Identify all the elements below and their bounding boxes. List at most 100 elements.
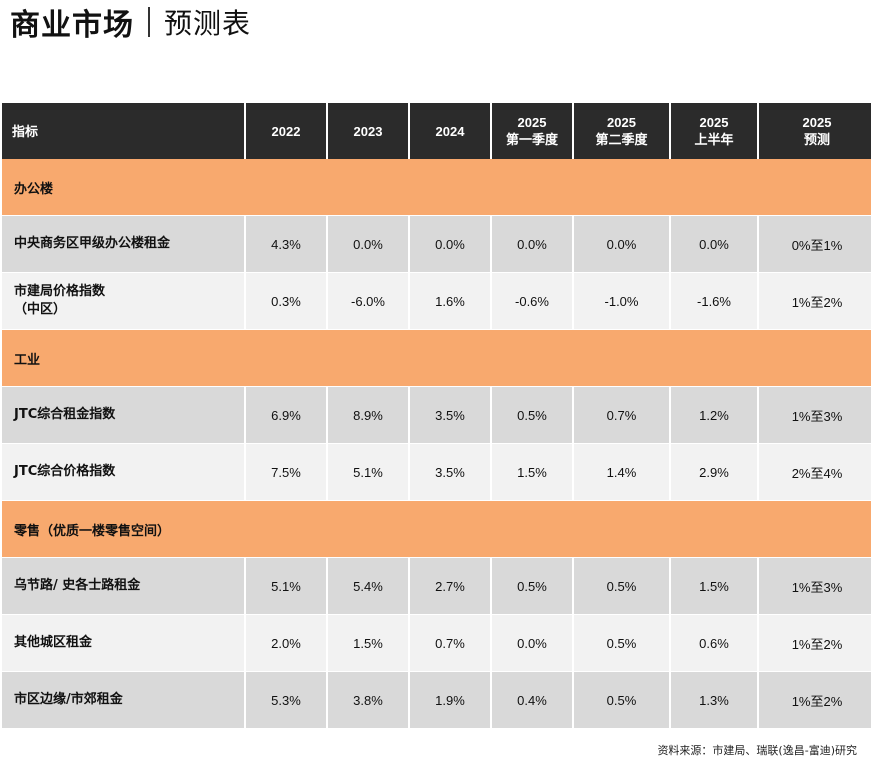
row-label-line: 市建局价格指数 <box>14 284 106 299</box>
table-cell: 1.5% <box>328 615 408 671</box>
row-label: 市建局价格指数 （中区） <box>2 273 244 329</box>
column-header: 2022 <box>246 103 326 159</box>
table-cell: -6.0% <box>328 273 408 329</box>
source-note: 资料来源：市建局、瑞联(逸昌-富迪)研究 <box>657 744 857 757</box>
table-cell: 1.4% <box>574 444 669 500</box>
column-header: 2024 <box>410 103 490 159</box>
column-header-text: 指标 <box>12 123 38 140</box>
column-header-line: 2025 <box>517 115 547 130</box>
table-cell: 1%至2% <box>759 273 871 329</box>
table-cell: 0.0% <box>492 216 572 272</box>
column-header-line: 2023 <box>353 123 383 139</box>
table-cell: 8.9% <box>328 387 408 443</box>
forecast-table: 指标 2022 2023 2024 2025 第一季度 2025 第二季度 2025 上半年 202… <box>2 103 871 729</box>
row-label-line: 市区边缘/市郊租金 <box>14 692 123 707</box>
table-cell: 1.6% <box>410 273 490 329</box>
table-cell: 1.9% <box>410 672 490 728</box>
column-header-line: 第一季度 <box>505 132 558 147</box>
column-header-line: 预测 <box>803 132 830 147</box>
category-row: 工业 <box>2 330 871 386</box>
table-cell: 1.5% <box>671 558 757 614</box>
column-header-line: 2025 <box>699 115 729 130</box>
column-header: 指标 <box>2 103 244 159</box>
category-row: 零售（优质一楼零售空间） <box>2 501 871 557</box>
row-label-line: JTC综合价格指数 <box>14 464 116 479</box>
row-label-line: 乌节路/ 史各士路租金 <box>14 578 141 593</box>
row-label-line: （中区） <box>14 302 67 317</box>
table-cell: 1.2% <box>671 387 757 443</box>
table-cell: 5.1% <box>246 558 326 614</box>
table-cell: 0.7% <box>410 615 490 671</box>
column-header-line: 2024 <box>435 123 465 139</box>
column-header: 2025 预测 <box>759 103 871 159</box>
column-header-text: 2025 第二季度 <box>595 114 647 148</box>
table-cell: 0.5% <box>492 387 572 443</box>
table-cell: 0.5% <box>574 558 669 614</box>
table-cell: 0.5% <box>492 558 572 614</box>
table-cell: 0.6% <box>671 615 757 671</box>
table-cell: 2.0% <box>246 615 326 671</box>
table-cell: 0%至1% <box>759 216 871 272</box>
title-main: 商业市场 <box>10 8 134 43</box>
table-cell: 0.3% <box>246 273 326 329</box>
table-cell: 3.5% <box>410 387 490 443</box>
table-cell: 5.4% <box>328 558 408 614</box>
row-label-line: JTC综合租金指数 <box>14 407 116 422</box>
table-cell: 0.0% <box>328 216 408 272</box>
table-cell: 2.7% <box>410 558 490 614</box>
table-cell: 1%至2% <box>759 672 871 728</box>
table-cell: 0.5% <box>574 672 669 728</box>
row-label-text: 乌节路/ 史各士路租金 <box>14 577 140 595</box>
column-header-line: 2025 <box>802 115 832 130</box>
row-label-text: 市区边缘/市郊租金 <box>14 691 123 709</box>
row-label: 其他城区租金 <box>2 615 244 671</box>
row-label-text: 中央商务区甲级办公楼租金 <box>14 235 170 253</box>
table-cell: 3.8% <box>328 672 408 728</box>
column-header-text: 2025 预测 <box>803 114 832 148</box>
table-cell: 1%至2% <box>759 615 871 671</box>
row-label-text: JTC综合价格指数 <box>14 463 115 481</box>
row-label-text: 市建局价格指数 （中区） <box>14 283 105 319</box>
table-cell: 4.3% <box>246 216 326 272</box>
column-header: 2025 第二季度 <box>574 103 669 159</box>
title-divider <box>148 7 150 37</box>
column-header-text: 2022 <box>272 123 301 140</box>
table-cell: -1.0% <box>574 273 669 329</box>
row-label: 中央商务区甲级办公楼租金 <box>2 216 244 272</box>
column-header-line: 指标 <box>12 123 39 139</box>
column-header-line: 上半年 <box>694 132 734 147</box>
table-cell: 1%至3% <box>759 387 871 443</box>
table-cell: 0.5% <box>574 615 669 671</box>
table-cell: 3.5% <box>410 444 490 500</box>
row-label-line: 其他城区租金 <box>14 635 93 650</box>
table-cell: 0.0% <box>671 216 757 272</box>
column-header-line: 2025 <box>607 115 636 130</box>
table-cell: 0.0% <box>492 615 572 671</box>
column-header-text: 2024 <box>436 123 465 140</box>
category-row: 办公楼 <box>2 159 871 215</box>
table-cell: 1%至3% <box>759 558 871 614</box>
table-cell: 0.0% <box>410 216 490 272</box>
table-cell: 6.9% <box>246 387 326 443</box>
table-cell: 1.3% <box>671 672 757 728</box>
row-label-text: 其他城区租金 <box>14 634 92 652</box>
table-cell: 0.4% <box>492 672 572 728</box>
row-label-text: JTC综合租金指数 <box>14 406 115 424</box>
table-cell: 7.5% <box>246 444 326 500</box>
row-label: JTC综合租金指数 <box>2 387 244 443</box>
column-header-text: 2023 <box>354 123 383 140</box>
table-cell: 0.7% <box>574 387 669 443</box>
row-label: 市区边缘/市郊租金 <box>2 672 244 728</box>
column-header-line: 第二季度 <box>595 132 648 147</box>
row-label-line: 中央商务区甲级办公楼租金 <box>14 236 171 251</box>
table-cell: -0.6% <box>492 273 572 329</box>
row-label: 乌节路/ 史各士路租金 <box>2 558 244 614</box>
table-cell: 2%至4% <box>759 444 871 500</box>
table-cell: 0.0% <box>574 216 669 272</box>
column-header-line: 2022 <box>271 123 301 139</box>
table-cell: -1.6% <box>671 273 757 329</box>
page-title: 商业市场 预测表 <box>10 2 252 43</box>
column-header-text: 2025 第一季度 <box>506 114 558 148</box>
title-sub: 预测表 <box>164 7 252 40</box>
table-cell: 5.1% <box>328 444 408 500</box>
